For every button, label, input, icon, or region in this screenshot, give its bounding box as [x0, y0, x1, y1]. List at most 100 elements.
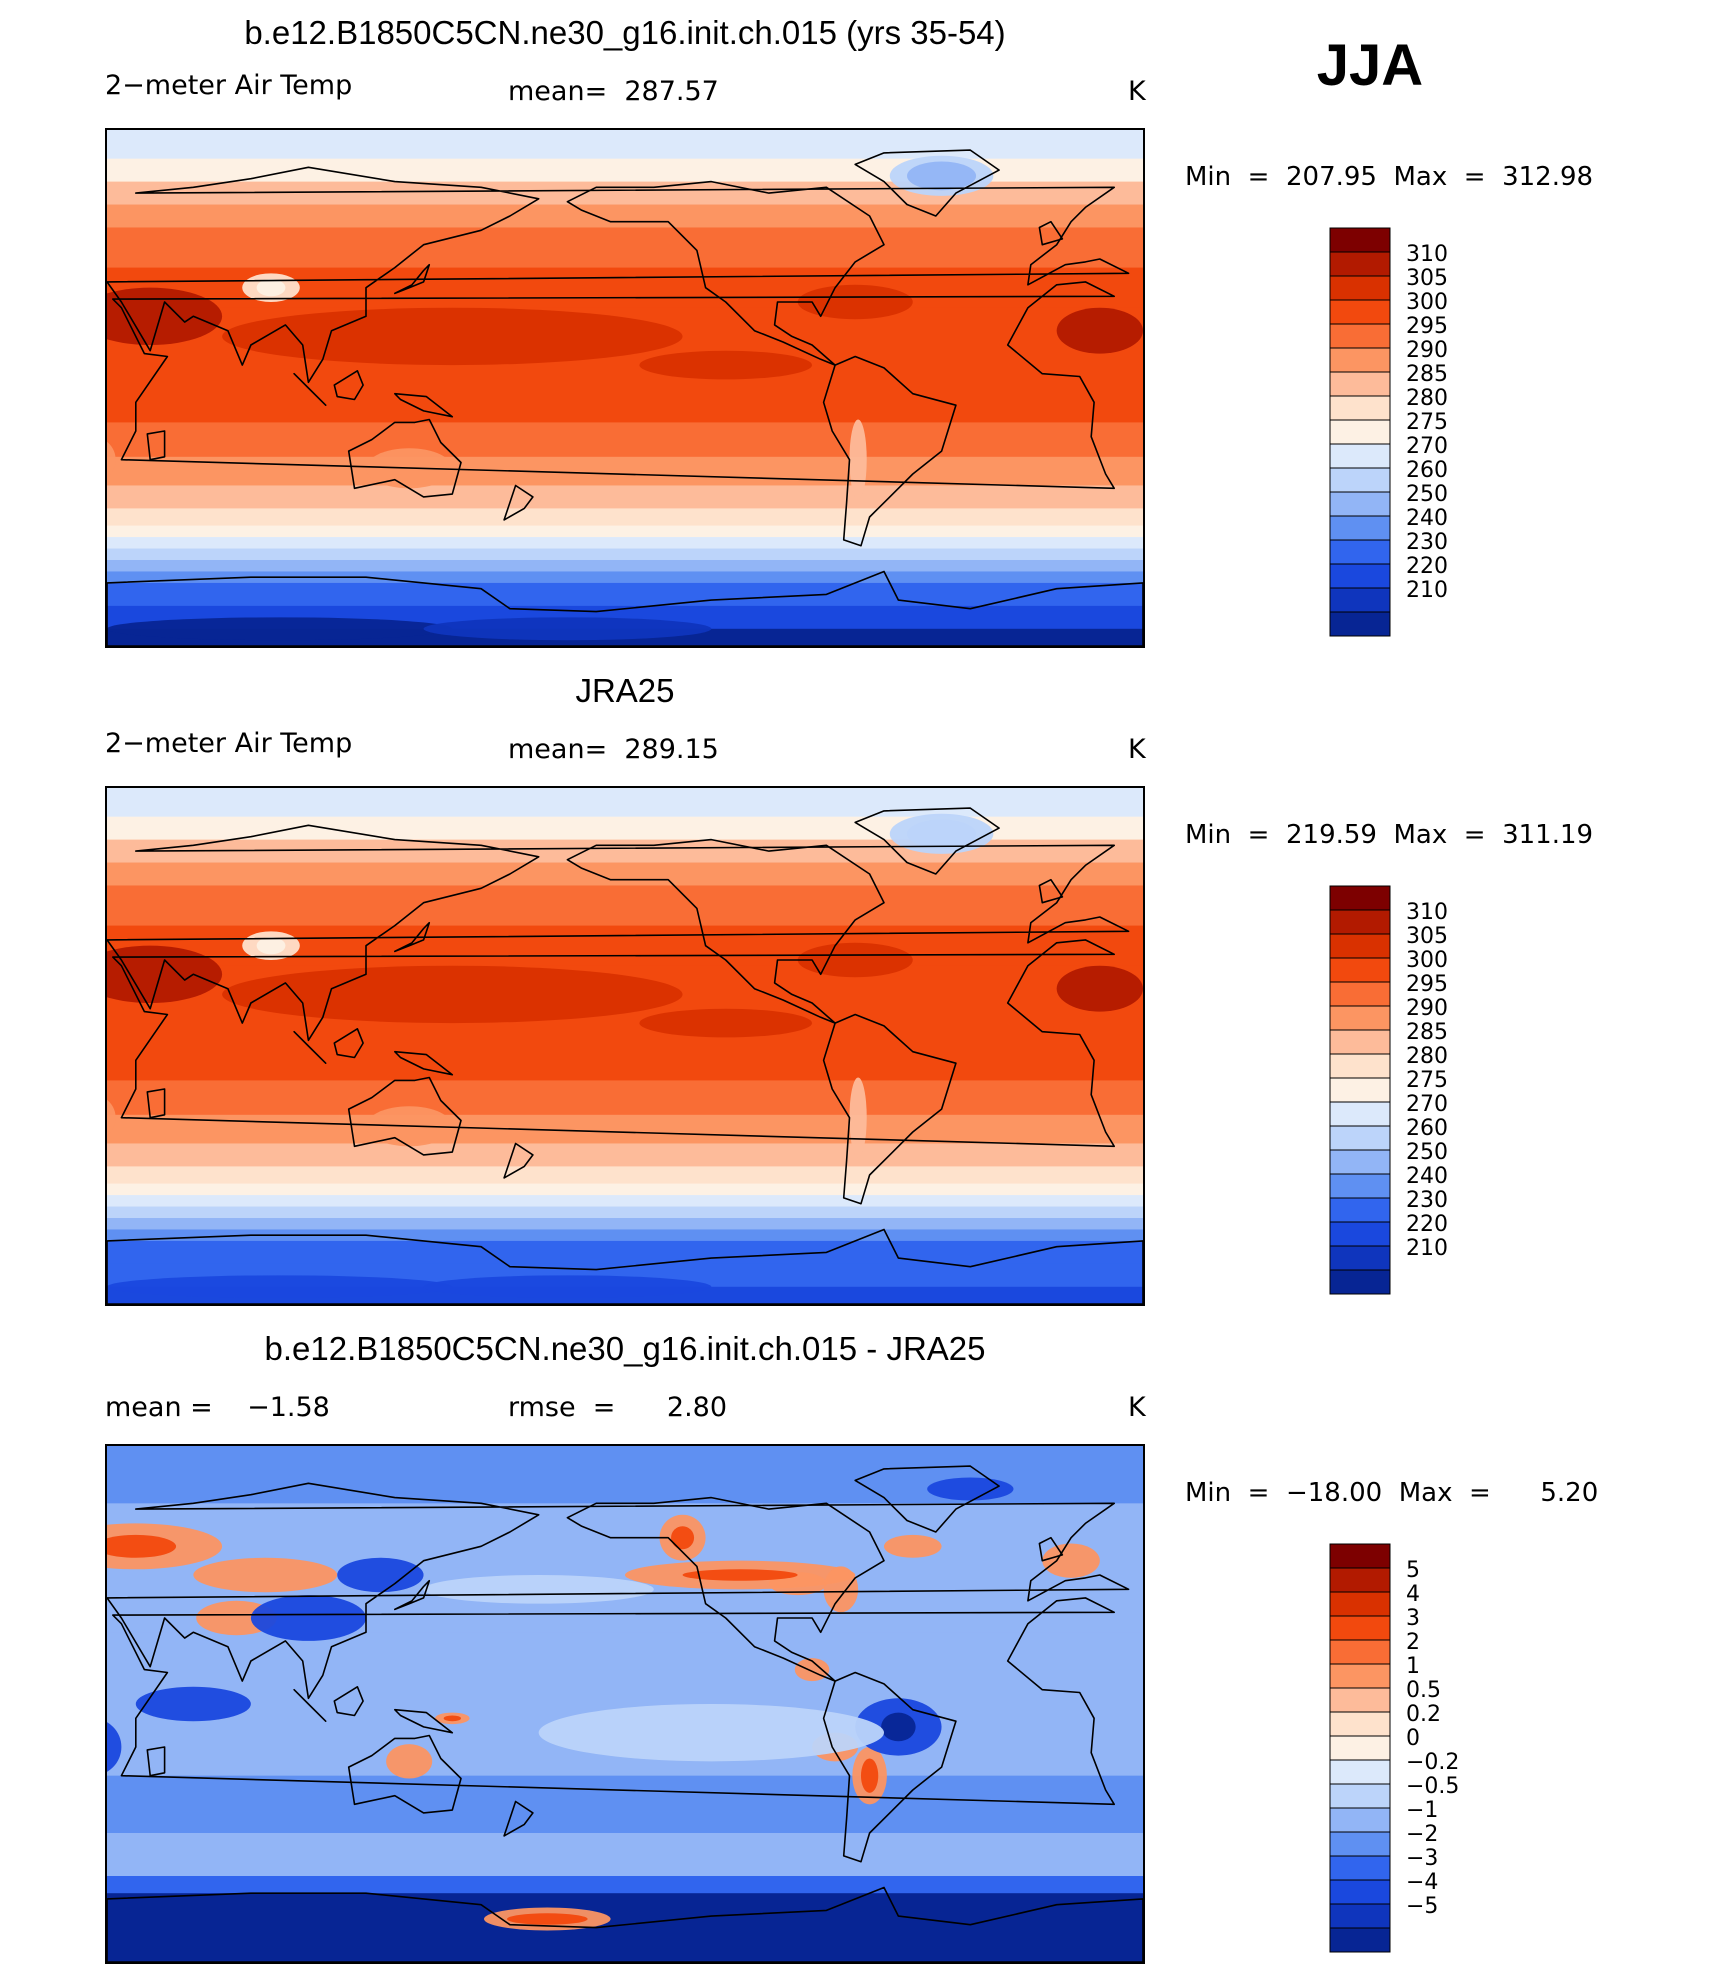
coastline	[107, 1228, 1143, 1304]
coastline	[112, 281, 1115, 490]
positive-bias-core	[671, 1526, 695, 1550]
colorbar-1-svg: 3103053002952902852802752702602502402302…	[1329, 227, 1448, 637]
land-cool	[107, 441, 116, 478]
coastline	[347, 418, 462, 498]
coastline	[503, 1142, 534, 1179]
colorbar-3-box	[1329, 1807, 1391, 1833]
coastline	[394, 392, 454, 418]
coastline	[822, 1013, 957, 1205]
colorbar-3-box	[1329, 1567, 1391, 1593]
panel-3-minmax: Min = −18.00 Max = 5.20	[1185, 1478, 1599, 1508]
panel-3-rmse: rmse = 2.80	[508, 1392, 728, 1423]
colorbar-1-tick-label: 290	[1406, 338, 1448, 363]
positive-bias-core	[682, 1569, 798, 1581]
negative-bias	[135, 1686, 251, 1722]
colorbar-2-tick-label: 290	[1406, 996, 1448, 1021]
colorbar-3-tick-label: 0	[1406, 1726, 1420, 1751]
temperature-band	[107, 571, 1143, 584]
colorbar-3-tick-label: 5	[1406, 1558, 1420, 1583]
colorbar-2-box	[1329, 1269, 1391, 1295]
temperature-band	[107, 1833, 1143, 1877]
antarctic-positive-bias	[507, 1913, 588, 1925]
temperature-band	[107, 422, 1143, 458]
colorbar-2-box	[1329, 933, 1391, 959]
season-label: JJA	[1316, 33, 1424, 98]
colorbar-1-tick-label: 285	[1406, 362, 1448, 387]
warm-ocean	[639, 1008, 813, 1038]
colorbar-2-box	[1329, 1053, 1391, 1079]
coastline	[107, 166, 1130, 384]
colorbar-2-box	[1329, 1245, 1391, 1271]
tibet-cold-spot	[256, 937, 286, 955]
antarctic-interior	[423, 1275, 712, 1299]
colorbar-3-tick-label: 2	[1406, 1630, 1420, 1655]
temperature-band	[107, 548, 1143, 561]
panel-1-minmax: Min = 207.95 Max = 312.98	[1185, 162, 1594, 192]
warm-ocean	[797, 942, 913, 978]
temperature-band	[107, 839, 1143, 864]
colorbar-3-box	[1329, 1783, 1391, 1809]
coastline	[822, 355, 957, 547]
colorbar-2-tick-label: 260	[1406, 1116, 1448, 1141]
coastline	[1038, 220, 1064, 246]
colorbar-2-tick-label: 300	[1406, 948, 1448, 973]
temperature-band	[107, 1775, 1143, 1834]
positive-bias-core	[107, 1534, 177, 1558]
temperature-band	[107, 1218, 1143, 1230]
coastline	[112, 939, 1115, 1148]
colorbar-2-tick-label: 275	[1406, 1068, 1448, 1093]
positive-bias	[1042, 1543, 1100, 1578]
coastline	[394, 1708, 454, 1734]
colorbar-1-tick-label: 240	[1406, 506, 1448, 531]
panel-2-colorbar: 310 305 300 295 290 285 280 275 270 260 250 240 230 2…	[1300, 885, 1590, 1303]
colorbar-2-tick-label: 210	[1406, 1236, 1448, 1261]
negative-bias	[927, 1477, 1014, 1501]
colorbar-3-box	[1329, 1639, 1391, 1665]
coastline	[293, 372, 327, 406]
greenland-ice	[907, 819, 977, 849]
colorbar-1-box	[1329, 419, 1391, 445]
coastline	[112, 1597, 1115, 1806]
colorbar-1-tick-label: 260	[1406, 458, 1448, 483]
colorbar-2-tick-label: 295	[1406, 972, 1448, 997]
coastline	[293, 1030, 327, 1064]
colorbar-2-box	[1329, 1197, 1391, 1223]
colorbar-1-box	[1329, 611, 1391, 637]
colorbar-1-box	[1329, 227, 1391, 253]
warm-ocean	[797, 284, 913, 320]
colorbar-2-box	[1329, 1029, 1391, 1055]
temperature-band	[107, 508, 1143, 527]
colorbar-2-tick-label: 285	[1406, 1020, 1448, 1045]
temperature-band	[107, 560, 1143, 572]
coastline	[854, 1465, 1000, 1533]
colorbar-2-tick-label: 305	[1406, 924, 1448, 949]
land-cool	[107, 1099, 116, 1136]
temperature-band	[107, 1080, 1143, 1116]
temperature-band	[107, 1876, 1143, 1894]
colorbar-2-tick-label: 250	[1406, 1140, 1448, 1165]
colorbar-2-tick-label: 280	[1406, 1044, 1448, 1069]
panel-2-units: K	[1128, 734, 1146, 765]
coastline	[503, 484, 534, 521]
temperature-band	[107, 1143, 1143, 1167]
colorbar-2-box	[1329, 909, 1391, 935]
colorbar-1-box	[1329, 371, 1391, 397]
temperature-band	[107, 1183, 1143, 1196]
negative-bias	[250, 1595, 366, 1641]
colorbar-2-box	[1329, 1125, 1391, 1151]
temperature-band	[107, 130, 1143, 160]
colorbar-1-box	[1329, 347, 1391, 373]
colorbar-2-box	[1329, 1101, 1391, 1127]
colorbar-3-tick-label: −4	[1406, 1870, 1438, 1895]
coastline	[503, 1800, 534, 1837]
colorbar-2-svg: 3103053002952902852802752702602502402302…	[1329, 885, 1448, 1295]
coastline	[333, 1686, 364, 1717]
positive-bias	[884, 1534, 942, 1558]
warm-ocean	[639, 350, 813, 380]
panel-3-units: K	[1128, 1392, 1146, 1423]
colorbar-1-tick-label: 280	[1406, 386, 1448, 411]
colorbar-3-tick-label: −3	[1406, 1846, 1438, 1871]
temperature-band	[107, 181, 1143, 206]
coastline	[566, 1496, 885, 1682]
